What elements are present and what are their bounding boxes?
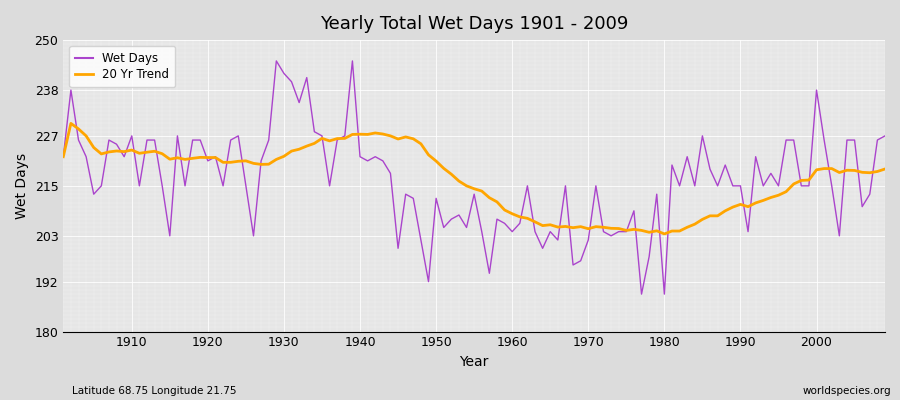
Legend: Wet Days, 20 Yr Trend: Wet Days, 20 Yr Trend [69, 46, 176, 87]
X-axis label: Year: Year [460, 355, 489, 369]
Text: Latitude 68.75 Longitude 21.75: Latitude 68.75 Longitude 21.75 [72, 386, 237, 396]
Title: Yearly Total Wet Days 1901 - 2009: Yearly Total Wet Days 1901 - 2009 [320, 15, 628, 33]
Y-axis label: Wet Days: Wet Days [15, 153, 29, 219]
Text: worldspecies.org: worldspecies.org [803, 386, 891, 396]
